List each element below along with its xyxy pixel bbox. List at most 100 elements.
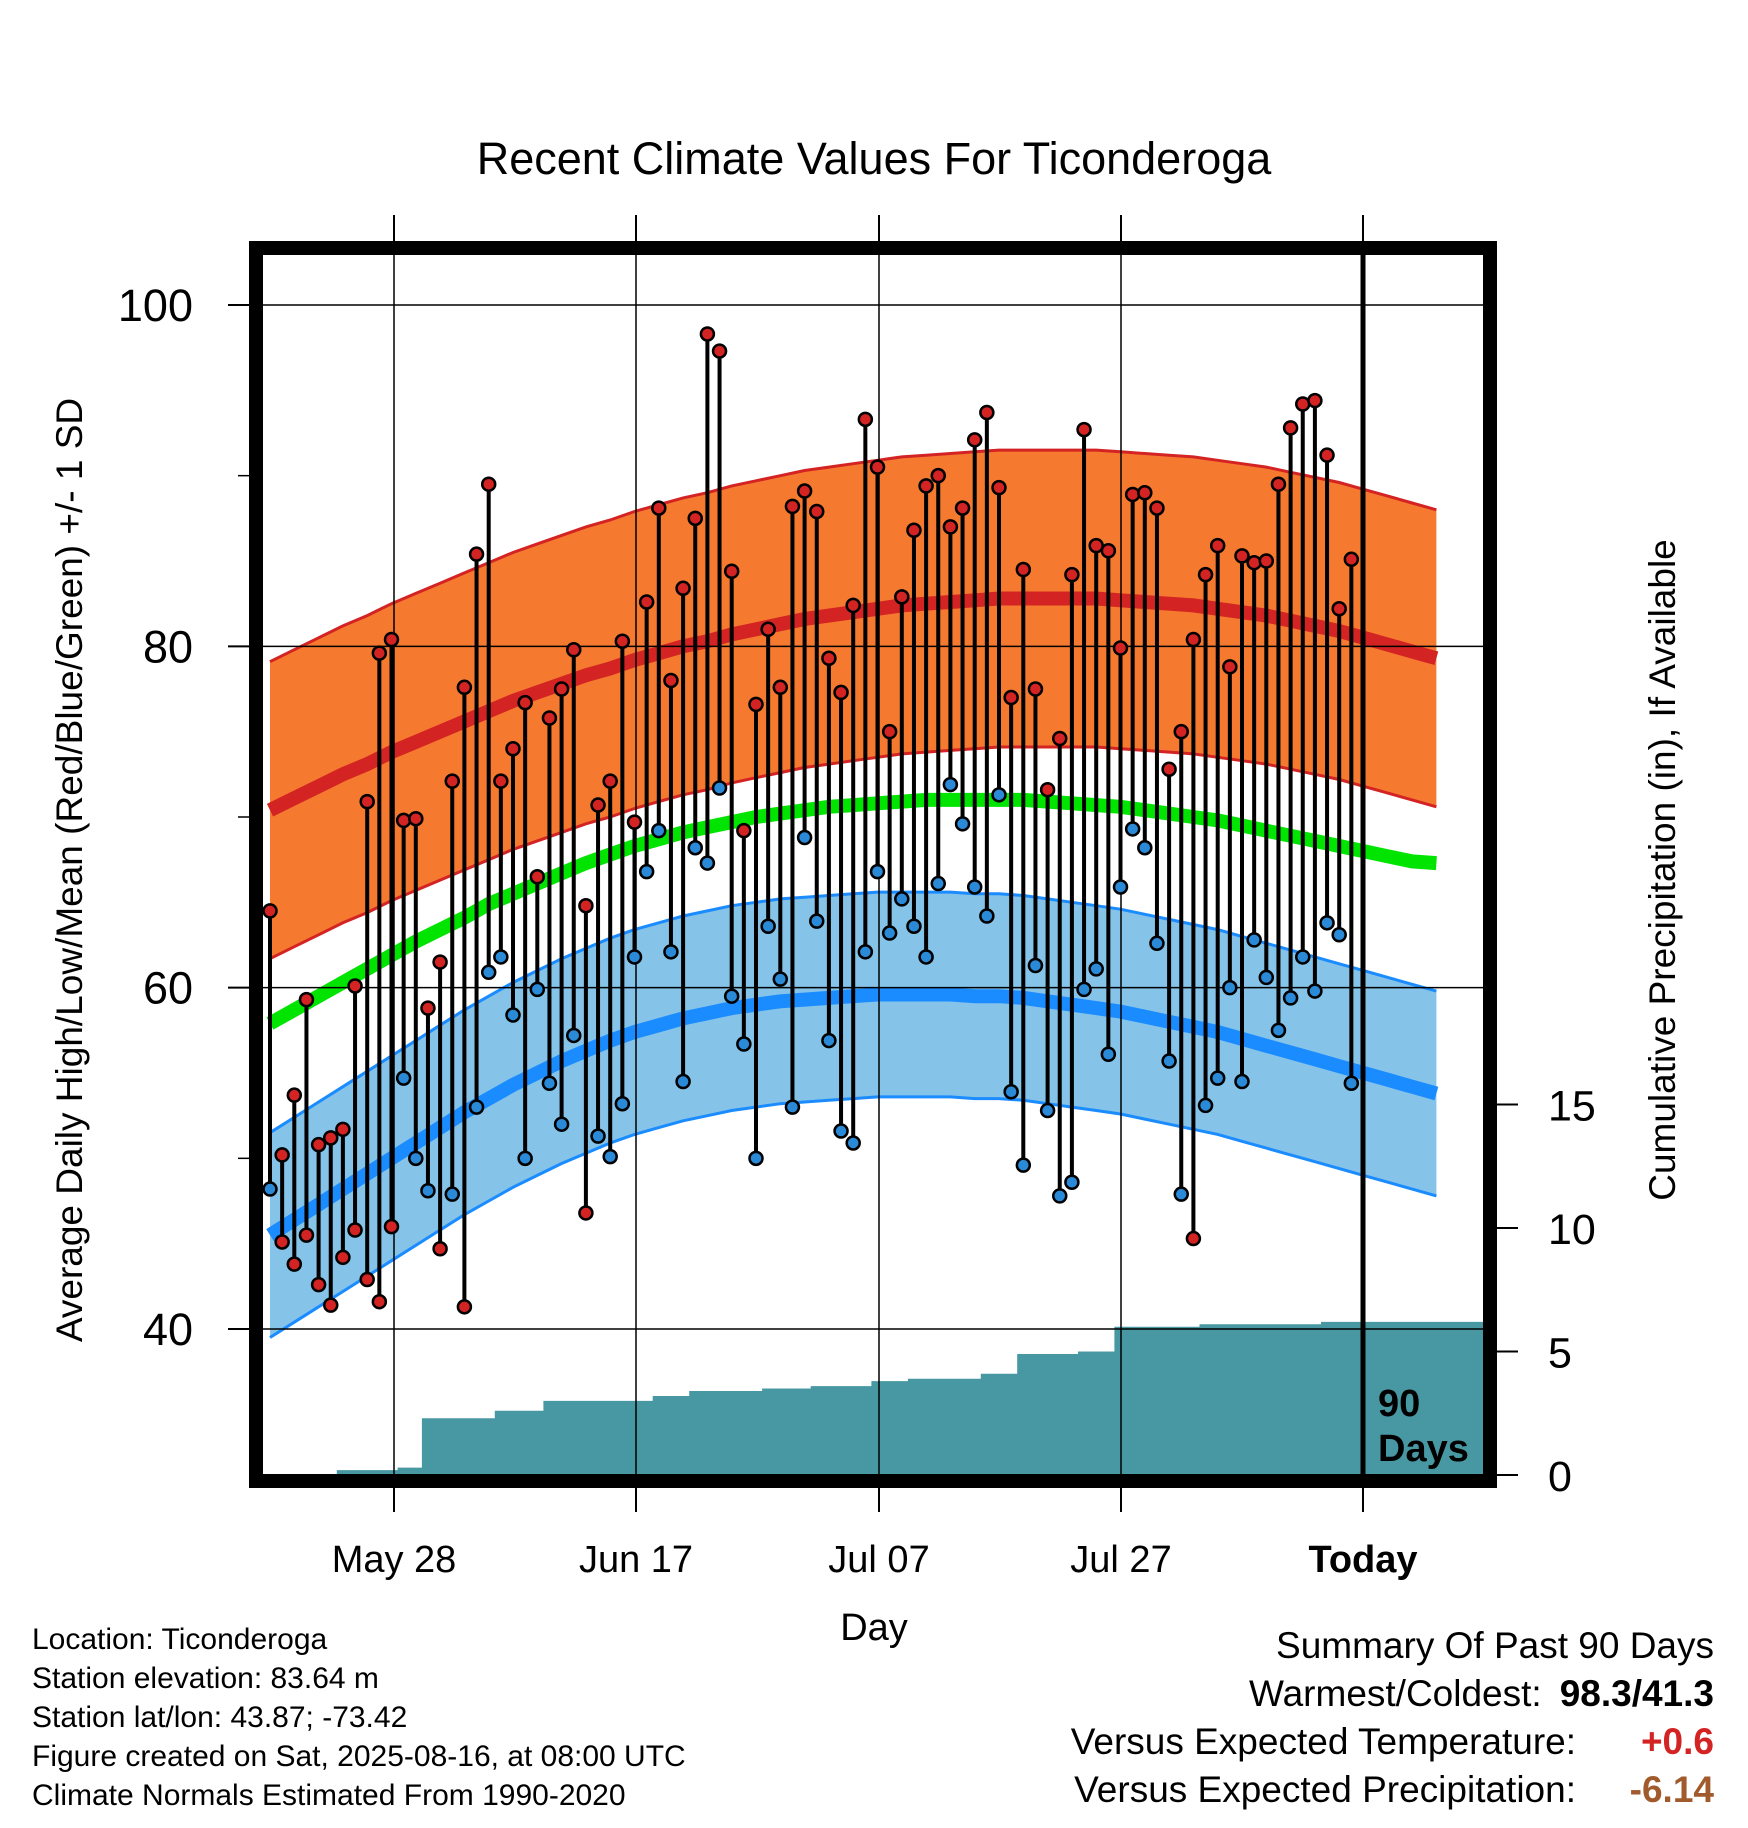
daily-low-point: [553, 1116, 570, 1132]
normals-text: Climate Normals Estimated From 1990-2020: [32, 1779, 626, 1812]
temp-vs-expected-label: Versus Expected Temperature:: [1070, 1721, 1576, 1762]
daily-high-point: [687, 510, 703, 527]
daily-low-point: [966, 879, 983, 895]
daily-low-point: [1173, 1186, 1189, 1202]
daily-high-point: [1222, 659, 1238, 675]
daily-high-point: [1112, 640, 1129, 656]
y-tick-label-left: 60: [143, 963, 193, 1014]
daily-high-point: [505, 740, 521, 757]
daily-low-point: [906, 918, 922, 934]
daily-low-point: [578, 1205, 594, 1221]
daily-high-point: [1234, 548, 1250, 564]
daily-low-point: [1246, 932, 1262, 948]
station-info: Location: Ticonderoga Station elevation:…: [32, 1620, 686, 1815]
daily-low-point: [1295, 949, 1311, 965]
daily-low-point: [663, 944, 679, 960]
y-axis-left-label: Average Daily High/Low/Mean (Red/Blue/Gr…: [49, 398, 90, 1342]
daily-high-point: [1209, 537, 1226, 554]
daily-high-point: [894, 589, 910, 605]
daily-high-point: [383, 631, 400, 648]
daily-low-point: [335, 1249, 351, 1266]
cumulative-precip-area: [263, 1321, 1483, 1475]
daily-high-point: [335, 1121, 351, 1138]
daily-high-point: [602, 773, 618, 789]
daily-high-point: [1064, 566, 1080, 583]
daily-low-point: [1209, 1070, 1226, 1086]
daily-high-point: [578, 897, 594, 914]
daily-high-point: [359, 793, 375, 810]
daily-high-point: [1161, 761, 1177, 777]
daily-high-point: [845, 597, 861, 614]
daily-high-point: [1039, 781, 1056, 798]
daily-high-point: [1258, 553, 1275, 569]
daily-low-point: [1270, 1022, 1287, 1039]
daily-high-point: [614, 633, 631, 649]
daily-high-point: [323, 1130, 339, 1146]
daily-high-point: [1003, 689, 1019, 706]
daily-high-point: [918, 478, 934, 494]
daily-low-point: [918, 949, 934, 965]
daily-high-point: [772, 679, 789, 696]
daily-low-point: [432, 1241, 448, 1257]
daily-high-point: [748, 696, 764, 713]
daily-low-point: [1161, 1053, 1177, 1069]
daily-high-point: [626, 814, 643, 830]
y-axis-right-label: Cumulative Precipitation (in), If Availa…: [1642, 539, 1683, 1201]
precip-vs-expected-label: Versus Expected Precipitation:: [1074, 1769, 1576, 1810]
daily-low-point: [456, 1299, 473, 1315]
daily-low-point: [566, 1027, 582, 1044]
daily-low-point: [723, 988, 740, 1004]
daily-low-point: [881, 925, 898, 941]
daily-low-point: [711, 780, 728, 796]
daily-low-point: [1003, 1084, 1019, 1100]
daily-low-point: [1039, 1102, 1056, 1119]
daily-high-point: [809, 503, 825, 520]
daily-high-point: [1197, 566, 1214, 583]
daily-high-point: [1076, 421, 1092, 438]
precip-vs-expected-value: -6.14: [1629, 1769, 1714, 1810]
daily-low-point: [286, 1256, 303, 1272]
daily-low-point: [493, 949, 509, 965]
daily-low-point: [1234, 1073, 1250, 1090]
daily-high-point: [906, 522, 922, 539]
daily-low-point: [1076, 981, 1092, 998]
daily-high-point: [699, 326, 716, 342]
daily-low-point: [675, 1073, 691, 1090]
daily-low-point: [408, 1150, 424, 1167]
daily-high-point: [663, 672, 679, 689]
daily-high-point: [1343, 551, 1360, 568]
daily-low-point: [468, 1099, 485, 1115]
daily-low-point: [772, 971, 789, 987]
daily-low-point: [310, 1276, 327, 1293]
warmest-coldest-row: Warmest/Coldest: 98.3/41.3: [1071, 1670, 1714, 1718]
daily-low-point: [979, 908, 995, 924]
daily-low-point: [1027, 957, 1044, 974]
daily-low-point: [444, 1186, 460, 1202]
daily-low-point: [614, 1095, 631, 1112]
daily-low-point: [298, 1227, 315, 1243]
daily-low-point: [590, 1128, 606, 1144]
daily-high-point: [796, 483, 813, 499]
daily-low-point: [274, 1234, 290, 1250]
summary-panel: Summary Of Past 90 Days Warmest/Coldest:…: [1071, 1622, 1714, 1814]
daily-high-point: [1052, 730, 1068, 747]
daily-low-point: [541, 1075, 558, 1091]
x-tick-label: Jul 27: [1070, 1539, 1171, 1581]
daily-high-point: [1027, 681, 1044, 697]
plot-area: May 28 Jun 17 Jul 07 Jul 27 Today 40 60 80 100 0 5…: [118, 215, 1596, 1581]
daily-low-point: [699, 855, 716, 871]
daily-low-point: [1185, 1230, 1202, 1247]
y-tick-label-right: 10: [1548, 1206, 1596, 1254]
daily-low-point: [1282, 990, 1299, 1006]
daily-high-point: [1307, 392, 1323, 409]
daily-low-point: [796, 829, 813, 846]
daily-high-point: [517, 694, 533, 711]
daily-low-point: [1088, 961, 1104, 977]
daily-low-point: [602, 1148, 618, 1165]
daily-low-point: [784, 1099, 801, 1115]
x-axis-label: Day: [840, 1607, 908, 1649]
daily-low-point: [845, 1135, 861, 1151]
daily-high-point: [1282, 420, 1299, 436]
daily-high-point: [395, 812, 412, 829]
